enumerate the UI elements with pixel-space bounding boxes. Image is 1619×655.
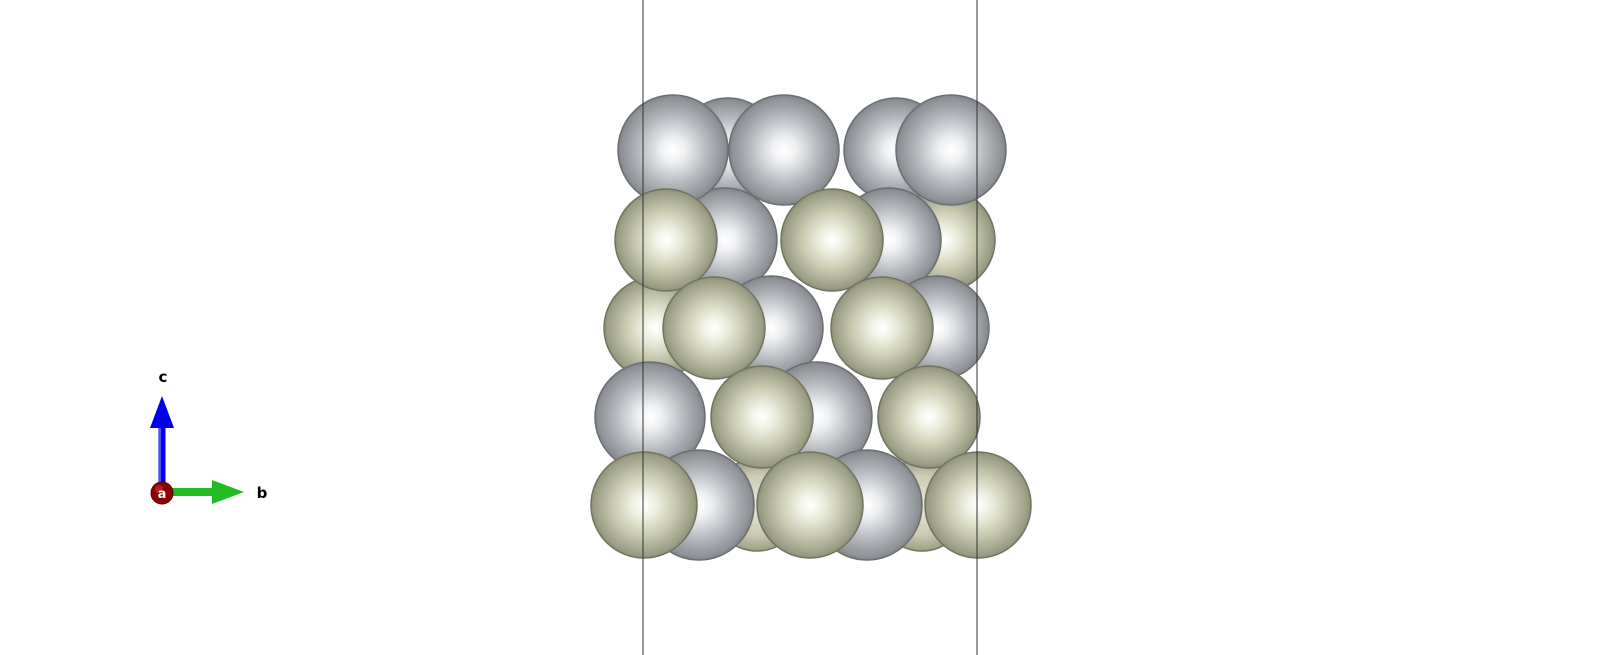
- khaki-atom-row3-front-1: [877, 365, 981, 469]
- b-axis-label: b: [257, 484, 268, 502]
- c-axis-label: c: [159, 368, 168, 386]
- khaki-atom-row2-front-1: [830, 276, 934, 380]
- khaki-atom-row1-front-0: [614, 188, 718, 292]
- c-axis-arrowhead: [150, 396, 174, 428]
- gray-atom-row0-front-0: [617, 94, 729, 206]
- atoms-front-layer: [590, 94, 1032, 559]
- khaki-atom-row4-front-2: [924, 451, 1032, 559]
- gray-atom-row0-front-1: [728, 94, 840, 206]
- a-axis-label: a: [158, 487, 167, 502]
- b-axis-arrowhead: [212, 480, 244, 504]
- khaki-atom-row4-front-1: [756, 451, 864, 559]
- khaki-atom-row3-front-0: [710, 365, 814, 469]
- gray-atom-row0-front-2: [895, 94, 1007, 206]
- a-axis-origin-highlight: [155, 485, 163, 493]
- khaki-atom-row1-front-1: [780, 188, 884, 292]
- khaki-atom-row4-front-0: [590, 451, 698, 559]
- khaki-atom-row2-front-0: [662, 276, 766, 380]
- axis-triad: a c b: [150, 368, 268, 505]
